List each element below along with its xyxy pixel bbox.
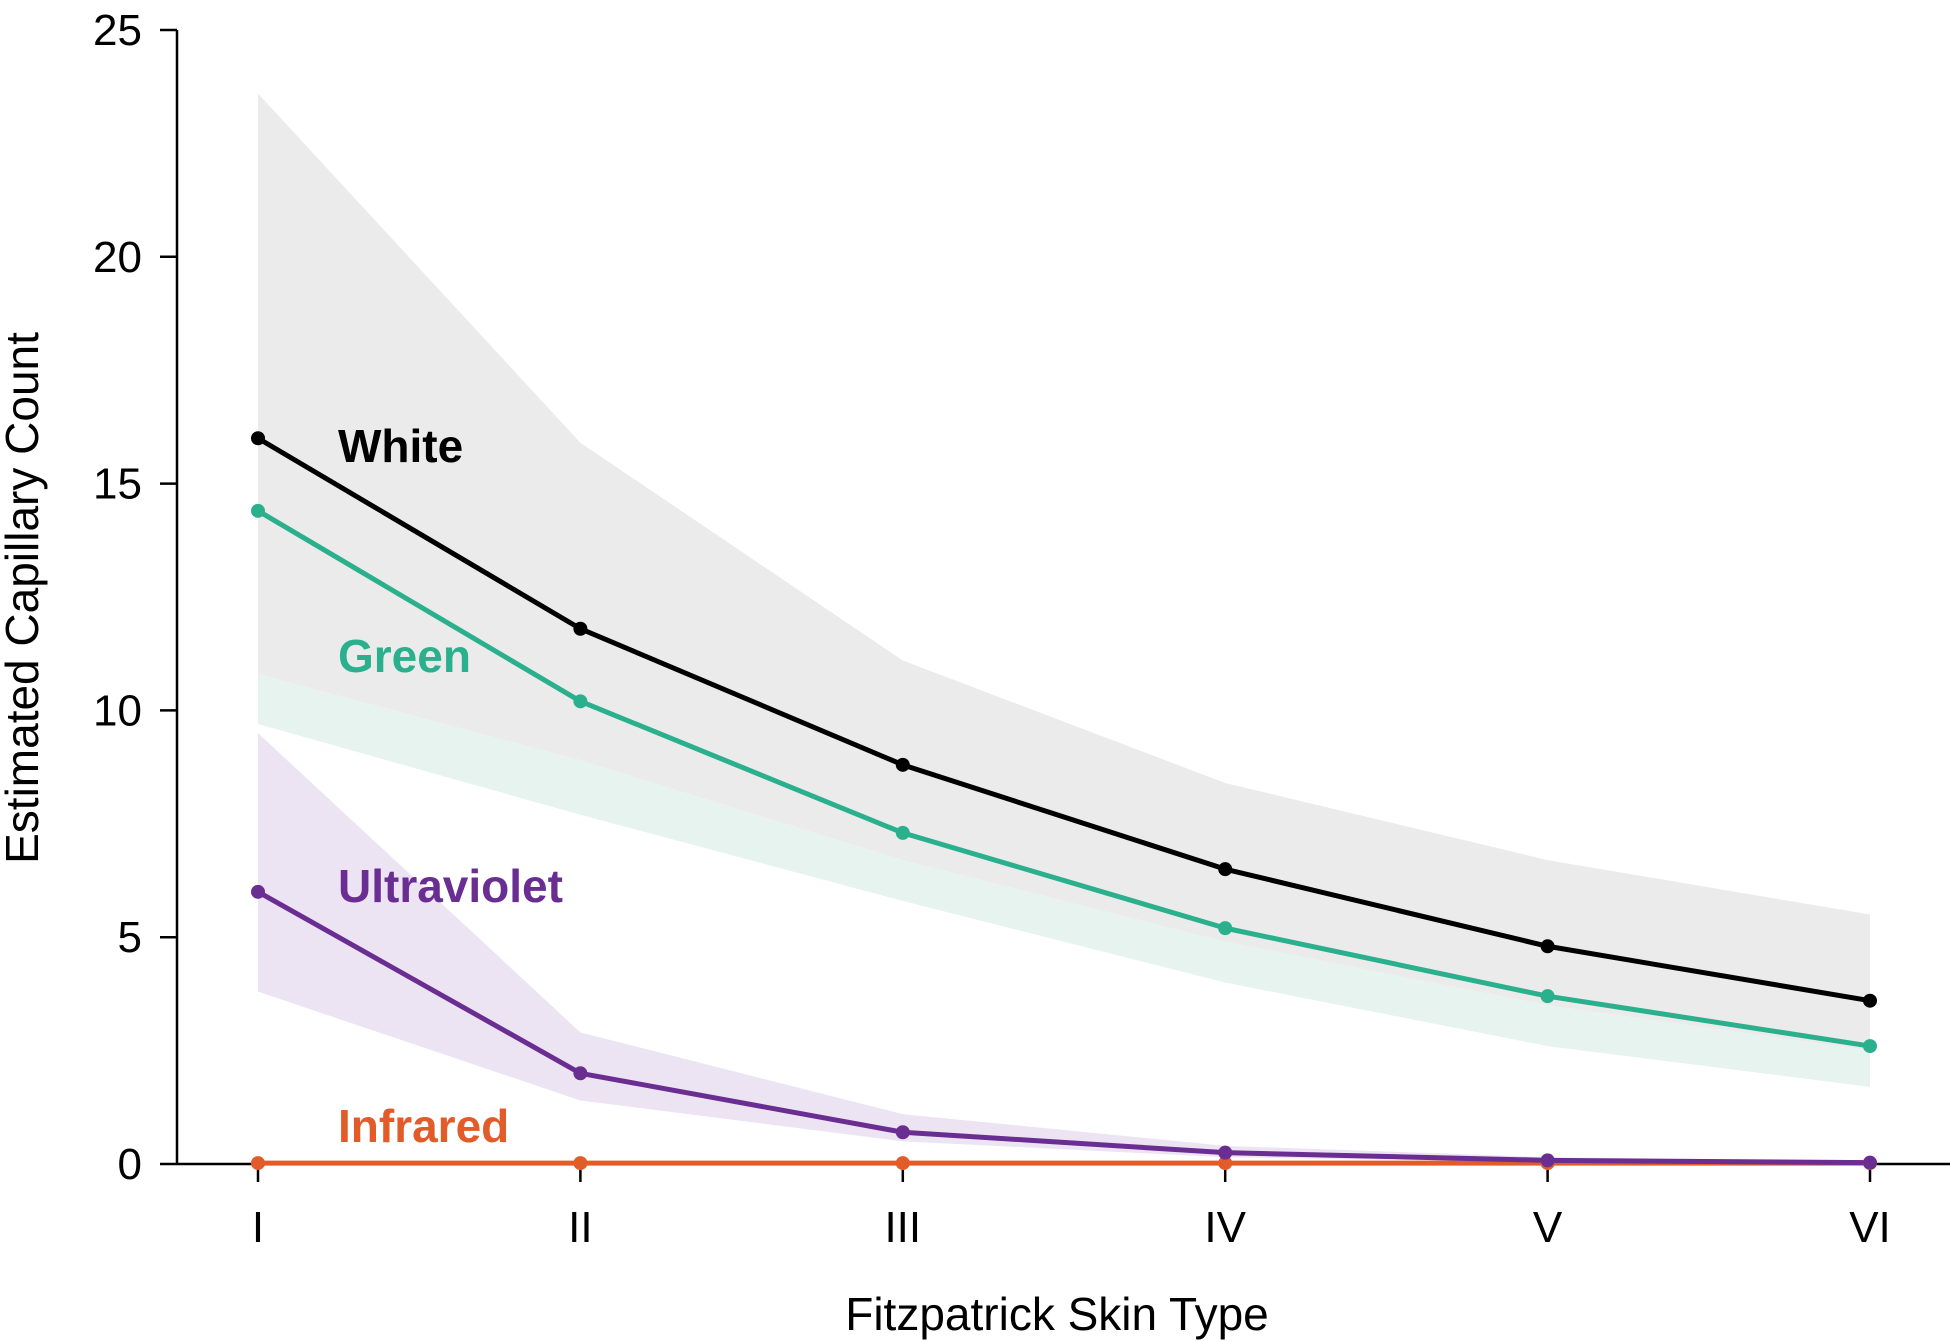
ultraviolet-point <box>895 1125 910 1140</box>
white-point <box>573 621 588 636</box>
x-tick-label: I <box>252 1203 264 1252</box>
ultraviolet-point <box>251 884 265 899</box>
y-axis-title: Estimated Capillary Count <box>0 332 48 864</box>
white-label: White <box>338 420 463 472</box>
y-axis-ticks: 0 5 10 15 20 25 <box>93 6 177 1189</box>
infrared-point <box>251 1156 265 1171</box>
green-point <box>1218 921 1233 936</box>
confidence-bands <box>258 93 1870 1164</box>
ultraviolet-point <box>573 1066 588 1081</box>
y-tick-label: 5 <box>118 913 142 962</box>
x-axis-ticks: I II III IV V VI <box>252 1164 1891 1252</box>
series-labels: White Green Ultraviolet Infrared <box>338 420 563 1152</box>
y-tick-label: 10 <box>93 686 142 735</box>
white-line <box>256 436 1871 1004</box>
y-tick-label: 20 <box>93 233 142 282</box>
x-axis-title: Fitzpatrick Skin Type <box>845 1288 1269 1340</box>
ultraviolet-band <box>258 733 1870 1164</box>
ultraviolet-point <box>1218 1145 1233 1160</box>
green-point <box>573 694 588 709</box>
ultraviolet-label: Ultraviolet <box>338 860 563 912</box>
green-point <box>251 503 265 518</box>
series-points <box>251 431 1877 1171</box>
infrared-point <box>1218 1156 1233 1171</box>
white-point <box>251 431 265 446</box>
x-tick-label: II <box>568 1203 592 1252</box>
x-tick-label: III <box>884 1203 921 1252</box>
green-point <box>1540 989 1555 1004</box>
white-band <box>258 93 1870 1051</box>
x-tick-label: VI <box>1849 1203 1891 1252</box>
green-line <box>256 508 1871 1049</box>
white-point <box>895 757 910 772</box>
white-point <box>1540 939 1555 954</box>
green-point <box>895 825 910 840</box>
ultraviolet-line <box>256 889 1871 1166</box>
white-point <box>1863 993 1877 1008</box>
white-point <box>1218 862 1233 877</box>
y-tick-label: 0 <box>118 1140 142 1189</box>
series-lines <box>256 436 1871 1166</box>
infrared-point <box>573 1156 588 1171</box>
y-tick-label: 15 <box>93 460 142 509</box>
ultraviolet-point <box>1540 1153 1555 1168</box>
infrared-point <box>895 1156 910 1171</box>
x-tick-label: IV <box>1204 1203 1246 1252</box>
green-label: Green <box>338 630 471 682</box>
infrared-label: Infrared <box>338 1100 509 1152</box>
y-tick-label: 25 <box>93 6 142 55</box>
x-tick-label: V <box>1533 1203 1563 1252</box>
green-band <box>258 674 1870 1087</box>
ultraviolet-point <box>1863 1155 1877 1170</box>
green-point <box>1863 1039 1877 1054</box>
